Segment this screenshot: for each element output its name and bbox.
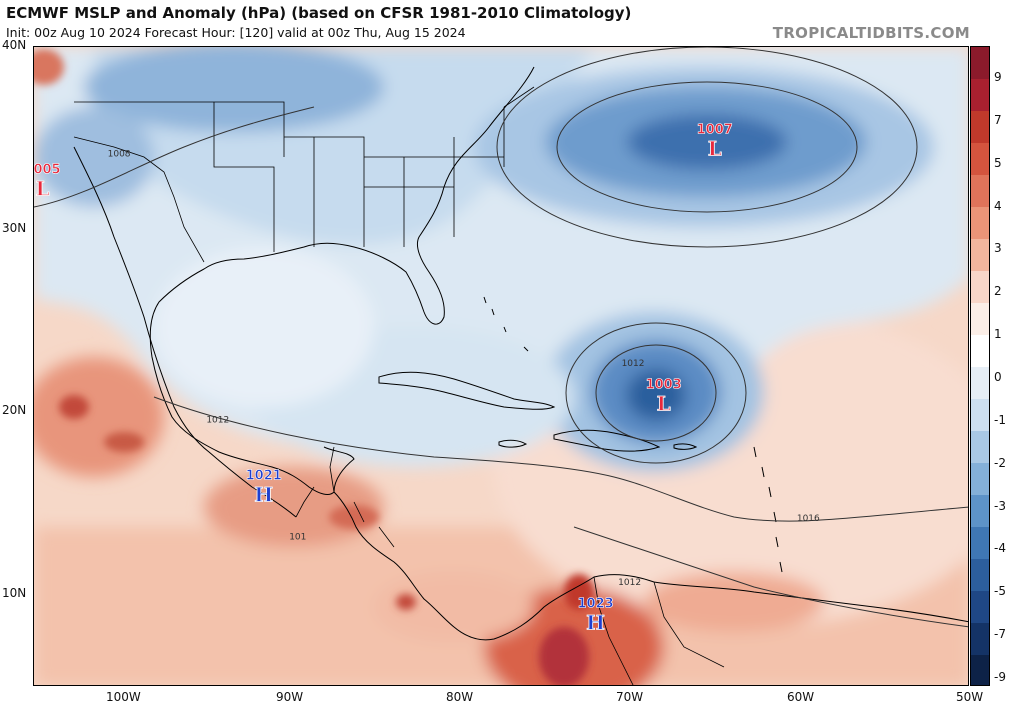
colorbar-cell: [971, 591, 989, 623]
lat-label-20n: 20N: [2, 403, 27, 417]
isobar-1008-caribbean: [595, 344, 717, 442]
chart-subtitle: Init: 00z Aug 10 2024 Forecast Hour: [12…: [6, 25, 466, 40]
colorbar-tick-label: -5: [994, 584, 1006, 599]
lat-label-40n: 40N: [2, 38, 27, 52]
colorbar-tick-label: -7: [994, 627, 1006, 642]
isobars: [34, 47, 968, 628]
colorbar-cell: [971, 111, 989, 143]
colorbar-cell: [971, 143, 989, 175]
isobar-label: 1008: [108, 149, 131, 159]
isobar-1012-basin: [153, 396, 968, 522]
isobar-1016-atlantic: [496, 47, 918, 248]
colorbar-cell: [971, 431, 989, 463]
lon-label-70w: 70W: [616, 690, 644, 704]
pressure-value-label: 1005: [34, 162, 61, 177]
colorbar-tick-label: 9: [994, 70, 1002, 84]
pressure-center-letter: H: [586, 610, 605, 634]
mexico-pacific-coast: [73, 146, 297, 518]
isobar-label: 1016: [797, 514, 820, 524]
pressure-center-letter: H: [254, 483, 273, 507]
colorbar-tick-label: 5: [994, 155, 1002, 170]
lon-label-100w: 100W: [106, 690, 141, 704]
colorbar-cell: [971, 79, 989, 111]
pressure-value-label: 1003: [646, 378, 682, 393]
colorbar-cell: [971, 367, 989, 399]
isobar-1012-atlantic: [556, 81, 858, 213]
pressure-center-letter: L: [35, 176, 49, 200]
political-borders: [73, 86, 725, 685]
pressure-value-label: 1007: [697, 122, 733, 137]
gulf-coast-line: [149, 66, 535, 495]
bahamas-islands: [483, 296, 529, 352]
colorbar-tick-label: -9: [994, 670, 1006, 684]
colorbar-cell: [971, 559, 989, 591]
jamaica-island: [498, 439, 528, 448]
colorbar-cell: [971, 175, 989, 207]
colorbar-tick-label: -3: [994, 498, 1006, 513]
colorbar-tick-label: 0: [994, 370, 1002, 384]
isobar-labels: 1008 1012 1012 1016 1012 101: [108, 149, 820, 587]
anomaly-field-shading: [34, 47, 968, 685]
isobar-label: 1012: [622, 359, 645, 369]
isobar-label: 1012: [206, 416, 229, 426]
colorbar-tick-label: -2: [994, 455, 1006, 470]
colorbar-cell: [971, 335, 989, 367]
lat-label-30n: 30N: [2, 221, 27, 235]
colorbar-cell: [971, 47, 989, 79]
colorbar-cell: [971, 303, 989, 335]
lon-label-80w: 80W: [446, 690, 474, 704]
isobar-label: 101: [289, 532, 306, 542]
colorbar-tick-label: -4: [994, 541, 1006, 556]
lesser-antilles-islands: [753, 446, 783, 573]
colorbar-tick-label: 2: [994, 284, 1002, 299]
isobar-1016-south: [573, 526, 968, 628]
pressure-value-label: 1023: [578, 596, 614, 611]
colorbar-cell: [971, 623, 989, 655]
pressure-center-letter: L: [708, 136, 722, 160]
lon-label-90w: 90W: [276, 690, 304, 704]
colorbar-tick-label: 7: [994, 112, 1002, 127]
lat-label-10n: 10N: [2, 586, 27, 600]
lon-label-50w: 50W: [956, 690, 984, 704]
us-state-borders: [74, 86, 535, 252]
pressure-value-label: 1021: [246, 469, 282, 484]
site-watermark: TROPICALTIDBITS.COM: [772, 24, 970, 42]
colorbar-cell: [971, 495, 989, 527]
colorbar-cell: [971, 207, 989, 239]
isobar-1012-caribbean: [565, 322, 747, 464]
anomaly-hotspots: [34, 49, 594, 685]
colorbar-cell: [971, 655, 989, 685]
colorbar-cell: [971, 239, 989, 271]
us-mexico-border: [73, 136, 205, 263]
pressure-center-markers: 1007L1005L1003L1021H1023H: [34, 122, 733, 635]
isobar-1008-land: [34, 106, 315, 208]
colorbar-cell: [971, 463, 989, 495]
puerto-rico-island: [673, 443, 698, 450]
cuba-island: [378, 371, 556, 410]
colorbar-cell: [971, 527, 989, 559]
pressure-center-letter: L: [657, 392, 671, 416]
colorbar-tick-label: -1: [994, 412, 1006, 427]
south-america-borders: [593, 576, 725, 685]
isobar-label: 1012: [618, 578, 641, 588]
lon-label-60w: 60W: [787, 690, 815, 704]
colorbar-tick-label: 3: [994, 241, 1002, 256]
pressure-center-low-1005: 1005L: [34, 162, 61, 201]
chart-title: ECMWF MSLP and Anomaly (hPa) (based on C…: [6, 4, 632, 22]
colorbar-tick-label: 4: [994, 198, 1002, 213]
colorbar-cell: [971, 271, 989, 303]
colorbar-cell: [971, 399, 989, 431]
central-america-borders: [295, 446, 395, 548]
hispaniola-island: [553, 429, 661, 452]
anomaly-colorbar: [970, 46, 990, 686]
colorbar-tick-label: 1: [994, 327, 1002, 342]
